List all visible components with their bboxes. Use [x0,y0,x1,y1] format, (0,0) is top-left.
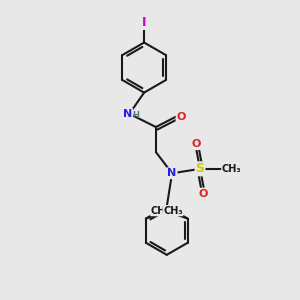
Text: N: N [123,109,133,119]
Text: CH₃: CH₃ [151,206,170,216]
Text: O: O [176,112,186,122]
Text: H: H [132,111,139,120]
Text: I: I [142,16,146,29]
Text: CH₃: CH₃ [163,206,183,216]
Text: O: O [199,189,208,199]
Text: S: S [196,162,205,175]
Text: O: O [192,139,201,149]
Text: N: N [167,168,177,178]
Text: CH₃: CH₃ [222,164,242,174]
